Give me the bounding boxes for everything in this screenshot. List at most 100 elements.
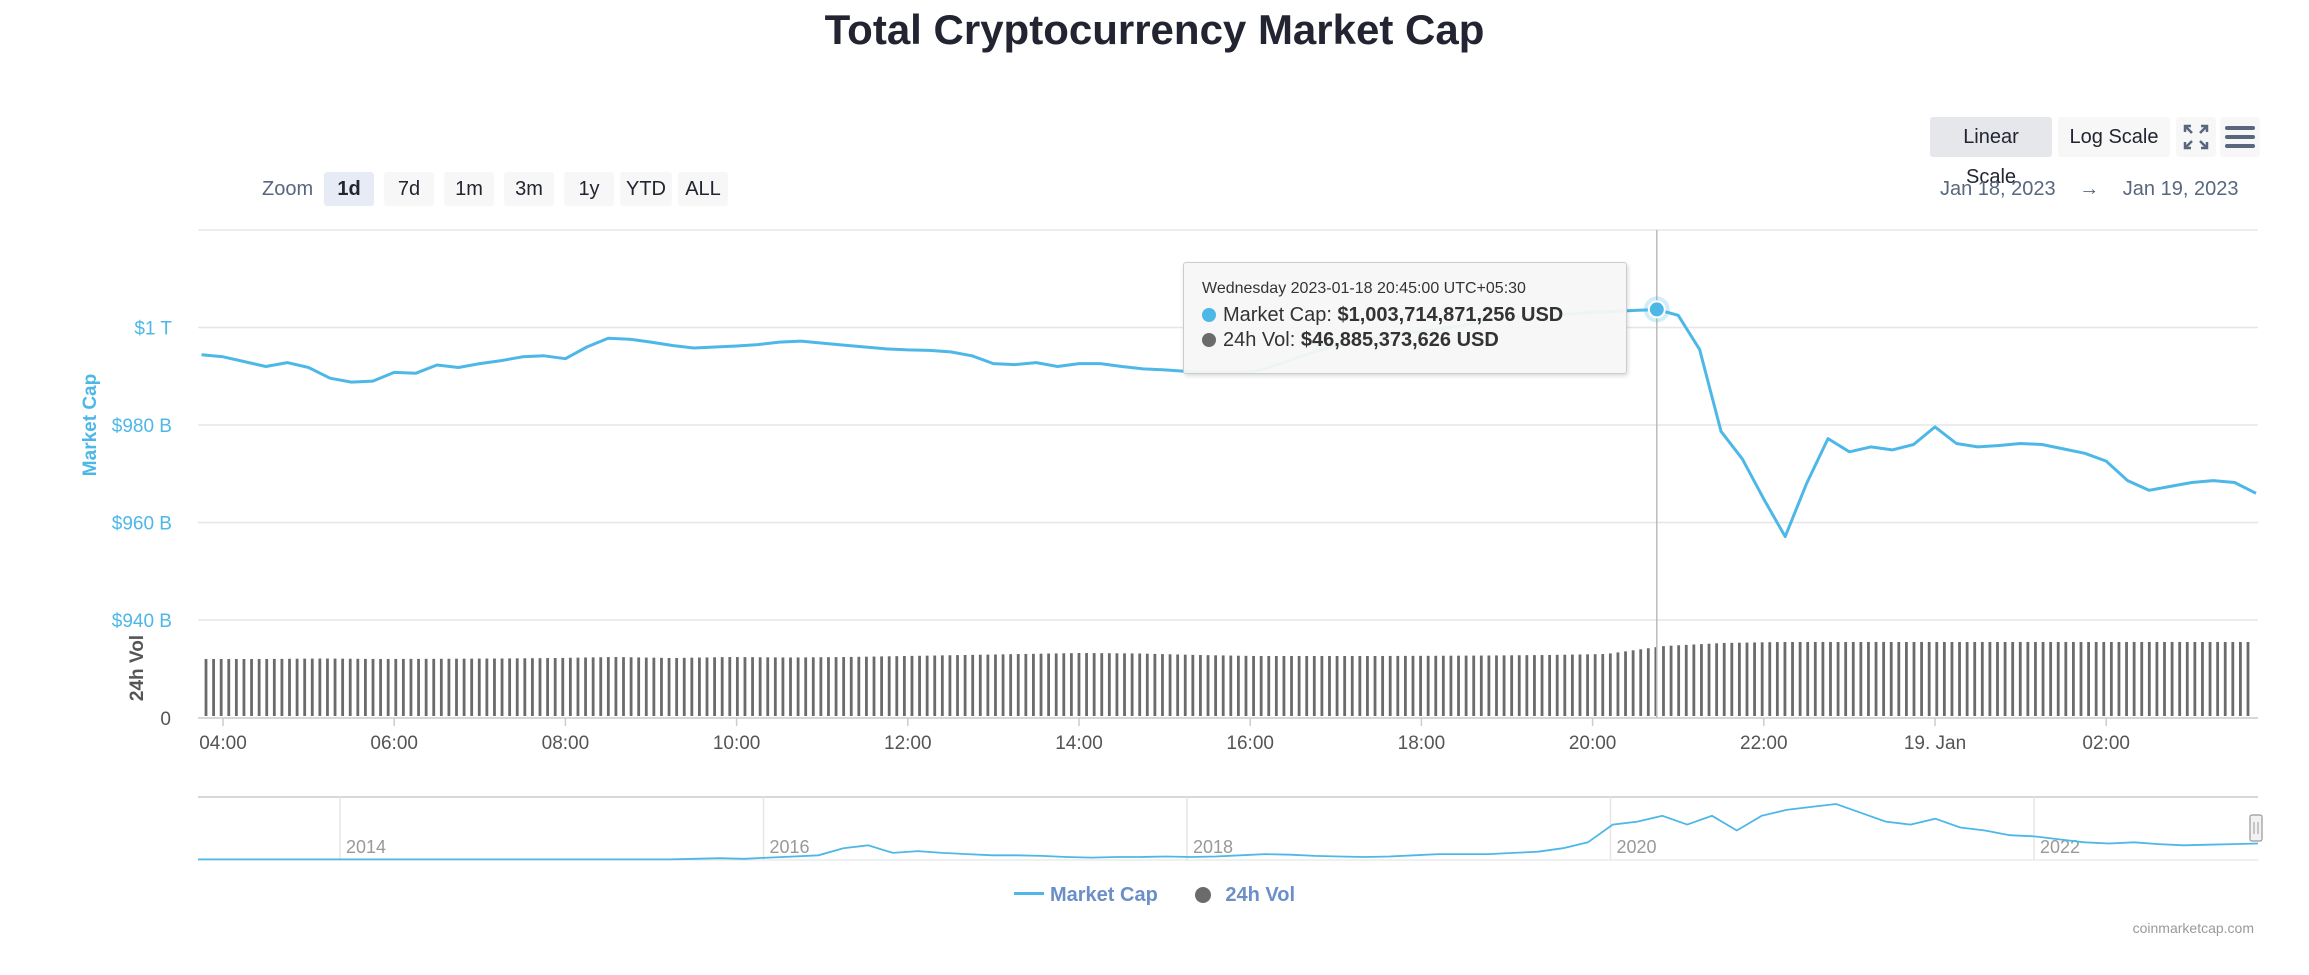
credit-link[interactable]: coinmarketcap.com	[2132, 920, 2254, 936]
fullscreen-icon	[2183, 124, 2209, 150]
volume-bar	[1980, 642, 1984, 716]
volume-bar	[272, 658, 276, 716]
legend-label-market-cap: Market Cap	[1049, 884, 1158, 906]
volume-bar	[1464, 655, 1468, 716]
range-to[interactable]: Jan 19, 2023	[2122, 178, 2239, 200]
volume-bar	[1343, 656, 1347, 716]
zoom-1d-button[interactable]: 1d	[324, 172, 374, 206]
navigator-handle[interactable]	[2249, 814, 2263, 842]
volume-bar	[295, 658, 299, 716]
volume-bar	[1388, 655, 1392, 716]
volume-bar	[652, 657, 656, 716]
chart-menu-button[interactable]	[2220, 117, 2260, 157]
volume-bar	[1935, 642, 1939, 716]
volume-bar	[1130, 653, 1134, 716]
volume-bar	[910, 655, 914, 716]
volume-bar	[1608, 653, 1612, 716]
volume-bar	[1100, 653, 1104, 716]
volume-bar	[865, 656, 868, 716]
zoom-3m-button[interactable]: 3m	[504, 172, 554, 206]
volume-bar	[940, 655, 944, 716]
volume-bar	[2041, 642, 2045, 716]
volume-bar	[1373, 655, 1377, 716]
zoom-ytd-button[interactable]: YTD	[620, 172, 672, 206]
volume-bar	[531, 658, 534, 716]
tooltip-market-cap-label: Market Cap:	[1223, 304, 1332, 326]
range-arrow: →	[2079, 178, 2100, 200]
volume-bar	[978, 654, 982, 716]
volume-bar	[811, 657, 815, 716]
volume-bar	[735, 657, 739, 716]
volume-bar	[1145, 653, 1149, 716]
navigator[interactable]: 2014 2016 2018 2020 2022	[198, 796, 2263, 861]
zoom-1m-button[interactable]: 1m	[444, 172, 494, 206]
volume-bar	[1047, 653, 1051, 716]
volume-bar	[743, 657, 747, 716]
linear-scale-button[interactable]: Linear Scale	[1930, 117, 2052, 188]
volume-bar	[956, 655, 959, 716]
volume-bar	[1973, 642, 1977, 716]
y-tick-label: $980 B	[112, 416, 172, 437]
volume-bar	[857, 656, 861, 716]
volume-bar	[1016, 654, 1020, 716]
zoom-7d-button[interactable]: 7d	[384, 172, 434, 206]
volume-bar	[1054, 653, 1058, 716]
volume-bar	[2193, 642, 2197, 716]
volume-bar	[424, 658, 428, 716]
volume-bar	[1487, 655, 1491, 716]
volume-bar	[1206, 655, 1210, 716]
volume-bar	[462, 658, 466, 716]
volume-bar	[1062, 653, 1066, 716]
volume-bar	[1851, 642, 1855, 716]
volume-bar	[242, 659, 246, 716]
x-tick-label: 18:00	[1398, 733, 1446, 754]
log-scale-button[interactable]: Log Scale	[2058, 117, 2170, 157]
legend-item-volume[interactable]: 24h Vol	[1195, 884, 1295, 907]
volume-bar	[1578, 654, 1582, 716]
x-tick-label: 14:00	[1055, 733, 1103, 754]
volume-bar	[1654, 647, 1658, 716]
legend-item-market-cap[interactable]: Market Cap	[1013, 884, 1158, 907]
volume-bar	[773, 657, 777, 716]
volume-bar	[2132, 642, 2136, 716]
volume-bar	[1859, 642, 1863, 716]
volume-bar	[1753, 642, 1756, 716]
volume-bar	[401, 658, 405, 716]
volume-bar	[1320, 656, 1324, 716]
volume-bar	[1479, 655, 1483, 716]
volume-bar	[1024, 653, 1028, 716]
volume-bar	[2109, 642, 2113, 716]
volume-bar	[1548, 654, 1552, 716]
volume-bar	[1829, 642, 1832, 716]
volume-bar	[1457, 655, 1460, 716]
volume-bar	[622, 657, 625, 716]
fullscreen-button[interactable]	[2176, 117, 2216, 157]
volume-bar	[2201, 642, 2204, 716]
volume-bar	[1624, 651, 1627, 716]
date-range: Jan 18, 2023 → Jan 19, 2023	[1940, 178, 2238, 201]
volume-bar	[2231, 642, 2235, 716]
market-cap-dot-icon	[1202, 308, 1216, 322]
volume-bar	[1768, 642, 1772, 716]
volume-bar	[2087, 642, 2090, 716]
volume-bar	[500, 658, 504, 716]
volume-bar	[1730, 642, 1734, 716]
range-from[interactable]: Jan 18, 2023	[1940, 178, 2056, 200]
volume-bar	[2011, 642, 2015, 716]
navigator-tick-label: 2016	[770, 837, 810, 857]
volume-bar	[1927, 642, 1931, 716]
volume-bar	[2170, 642, 2174, 716]
volume-bar	[470, 658, 474, 716]
volume-bar	[386, 658, 390, 716]
tooltip-market-cap-row: Market Cap: $1,003,714,871,256 USD	[1202, 304, 1626, 327]
volume-bar	[318, 658, 322, 716]
volume-bar	[1692, 644, 1696, 716]
zoom-all-button[interactable]: ALL	[678, 172, 728, 206]
volume-bar	[1358, 656, 1362, 716]
volume-bar	[1229, 655, 1233, 716]
x-tick-label: 22:00	[1740, 733, 1788, 754]
x-tick-label: 16:00	[1226, 733, 1274, 754]
zoom-1y-button[interactable]: 1y	[564, 172, 614, 206]
volume-bar	[1920, 642, 1923, 716]
